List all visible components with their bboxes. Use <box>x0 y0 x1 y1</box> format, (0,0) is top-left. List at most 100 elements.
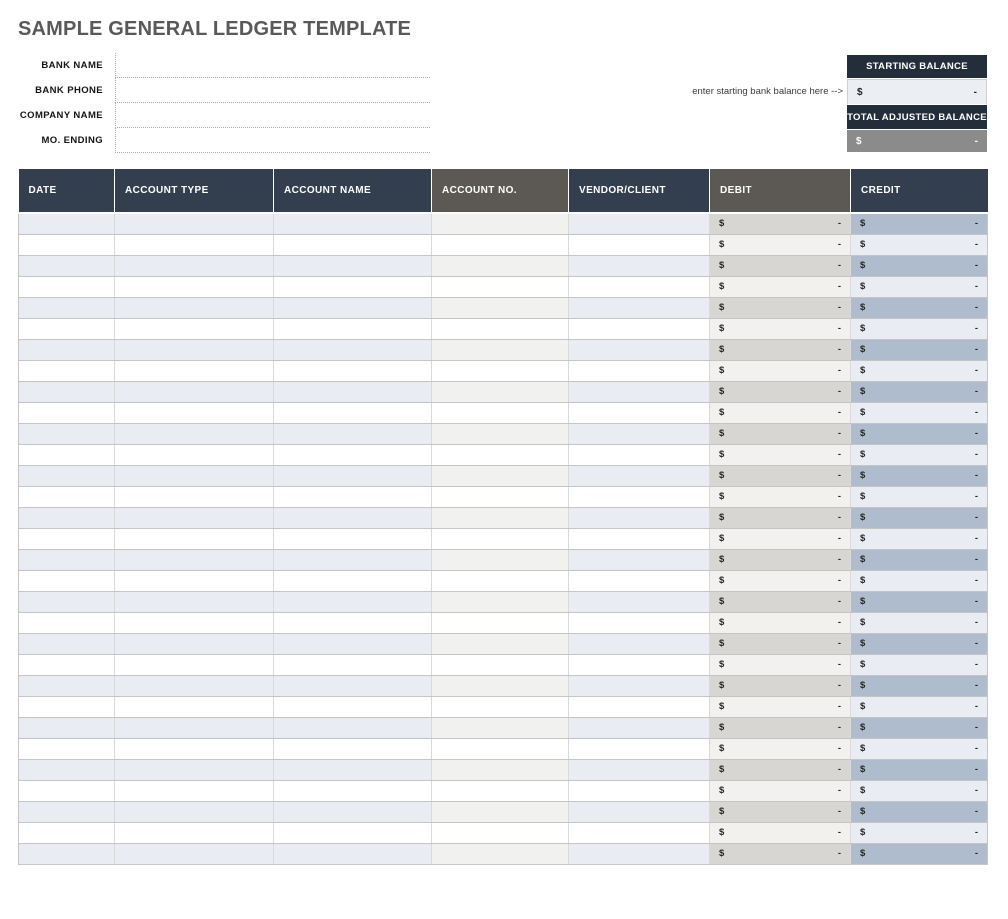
account-name-cell[interactable] <box>273 801 432 823</box>
date-cell[interactable] <box>18 696 115 718</box>
account-type-cell[interactable] <box>114 633 274 655</box>
vendor-client-cell[interactable] <box>568 780 710 802</box>
account-name-cell[interactable] <box>273 255 432 277</box>
credit-cell[interactable]: $ - <box>850 465 988 487</box>
account-no-cell[interactable] <box>431 255 569 277</box>
credit-cell[interactable]: $ - <box>850 591 988 613</box>
account-type-cell[interactable] <box>114 591 274 613</box>
date-cell[interactable] <box>18 549 115 571</box>
account-type-cell[interactable] <box>114 717 274 739</box>
account-type-cell[interactable] <box>114 528 274 550</box>
date-cell[interactable] <box>18 801 115 823</box>
account-name-cell[interactable] <box>273 843 432 865</box>
account-no-cell[interactable] <box>431 822 569 844</box>
account-name-cell[interactable] <box>273 591 432 613</box>
vendor-client-cell[interactable] <box>568 213 710 235</box>
vendor-client-cell[interactable] <box>568 276 710 298</box>
date-cell[interactable] <box>18 759 115 781</box>
account-type-cell[interactable] <box>114 381 274 403</box>
vendor-client-cell[interactable] <box>568 318 710 340</box>
bank-name-field[interactable] <box>115 53 430 78</box>
vendor-client-cell[interactable] <box>568 423 710 445</box>
company-name-field[interactable] <box>115 103 430 128</box>
account-name-cell[interactable] <box>273 696 432 718</box>
mo-ending-field[interactable] <box>115 128 430 153</box>
account-name-cell[interactable] <box>273 717 432 739</box>
credit-cell[interactable]: $ - <box>850 507 988 529</box>
account-name-cell[interactable] <box>273 780 432 802</box>
debit-cell[interactable]: $ - <box>709 717 851 739</box>
account-no-cell[interactable] <box>431 696 569 718</box>
vendor-client-cell[interactable] <box>568 822 710 844</box>
account-no-cell[interactable] <box>431 654 569 676</box>
date-cell[interactable] <box>18 381 115 403</box>
account-type-cell[interactable] <box>114 507 274 529</box>
account-no-cell[interactable] <box>431 381 569 403</box>
account-no-cell[interactable] <box>431 780 569 802</box>
date-cell[interactable] <box>18 444 115 466</box>
date-cell[interactable] <box>18 318 115 340</box>
debit-cell[interactable]: $ - <box>709 528 851 550</box>
debit-cell[interactable]: $ - <box>709 780 851 802</box>
debit-cell[interactable]: $ - <box>709 465 851 487</box>
credit-cell[interactable]: $ - <box>850 297 988 319</box>
account-type-cell[interactable] <box>114 444 274 466</box>
credit-cell[interactable]: $ - <box>850 843 988 865</box>
date-cell[interactable] <box>18 738 115 760</box>
vendor-client-cell[interactable] <box>568 486 710 508</box>
account-no-cell[interactable] <box>431 633 569 655</box>
date-cell[interactable] <box>18 528 115 550</box>
date-cell[interactable] <box>18 486 115 508</box>
account-no-cell[interactable] <box>431 402 569 424</box>
debit-cell[interactable]: $ - <box>709 423 851 445</box>
date-cell[interactable] <box>18 213 115 235</box>
account-type-cell[interactable] <box>114 570 274 592</box>
date-cell[interactable] <box>18 297 115 319</box>
vendor-client-cell[interactable] <box>568 528 710 550</box>
vendor-client-cell[interactable] <box>568 570 710 592</box>
vendor-client-cell[interactable] <box>568 696 710 718</box>
account-no-cell[interactable] <box>431 717 569 739</box>
vendor-client-cell[interactable] <box>568 612 710 634</box>
account-no-cell[interactable] <box>431 360 569 382</box>
account-name-cell[interactable] <box>273 318 432 340</box>
credit-cell[interactable]: $ - <box>850 654 988 676</box>
debit-cell[interactable]: $ - <box>709 444 851 466</box>
account-type-cell[interactable] <box>114 297 274 319</box>
credit-cell[interactable]: $ - <box>850 444 988 466</box>
account-type-cell[interactable] <box>114 801 274 823</box>
vendor-client-cell[interactable] <box>568 444 710 466</box>
debit-cell[interactable]: $ - <box>709 276 851 298</box>
account-type-cell[interactable] <box>114 423 274 445</box>
date-cell[interactable] <box>18 717 115 739</box>
account-name-cell[interactable] <box>273 444 432 466</box>
date-cell[interactable] <box>18 591 115 613</box>
date-cell[interactable] <box>18 360 115 382</box>
date-cell[interactable] <box>18 402 115 424</box>
date-cell[interactable] <box>18 255 115 277</box>
account-no-cell[interactable] <box>431 843 569 865</box>
debit-cell[interactable]: $ - <box>709 486 851 508</box>
debit-cell[interactable]: $ - <box>709 402 851 424</box>
credit-cell[interactable]: $ - <box>850 528 988 550</box>
account-no-cell[interactable] <box>431 423 569 445</box>
account-no-cell[interactable] <box>431 297 569 319</box>
credit-cell[interactable]: $ - <box>850 276 988 298</box>
account-name-cell[interactable] <box>273 738 432 760</box>
account-type-cell[interactable] <box>114 276 274 298</box>
credit-cell[interactable]: $ - <box>850 675 988 697</box>
credit-cell[interactable]: $ - <box>850 738 988 760</box>
account-no-cell[interactable] <box>431 318 569 340</box>
credit-cell[interactable]: $ - <box>850 570 988 592</box>
vendor-client-cell[interactable] <box>568 654 710 676</box>
account-type-cell[interactable] <box>114 339 274 361</box>
account-type-cell[interactable] <box>114 654 274 676</box>
credit-cell[interactable]: $ - <box>850 759 988 781</box>
credit-cell[interactable]: $ - <box>850 318 988 340</box>
date-cell[interactable] <box>18 339 115 361</box>
debit-cell[interactable]: $ - <box>709 255 851 277</box>
date-cell[interactable] <box>18 423 115 445</box>
account-name-cell[interactable] <box>273 339 432 361</box>
account-name-cell[interactable] <box>273 360 432 382</box>
account-name-cell[interactable] <box>273 612 432 634</box>
